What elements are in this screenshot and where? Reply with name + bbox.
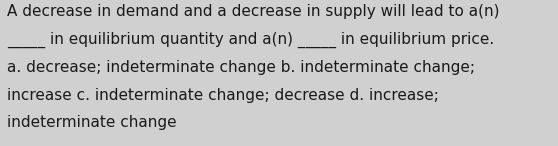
Text: indeterminate change: indeterminate change	[7, 115, 176, 130]
Text: increase c. indeterminate change; decrease d. increase;: increase c. indeterminate change; decrea…	[7, 88, 439, 103]
Text: A decrease in demand and a decrease in supply will lead to a(n): A decrease in demand and a decrease in s…	[7, 4, 499, 19]
Text: a. decrease; indeterminate change b. indeterminate change;: a. decrease; indeterminate change b. ind…	[7, 60, 475, 75]
Text: _____ in equilibrium quantity and a(n) _____ in equilibrium price.: _____ in equilibrium quantity and a(n) _…	[7, 32, 494, 48]
